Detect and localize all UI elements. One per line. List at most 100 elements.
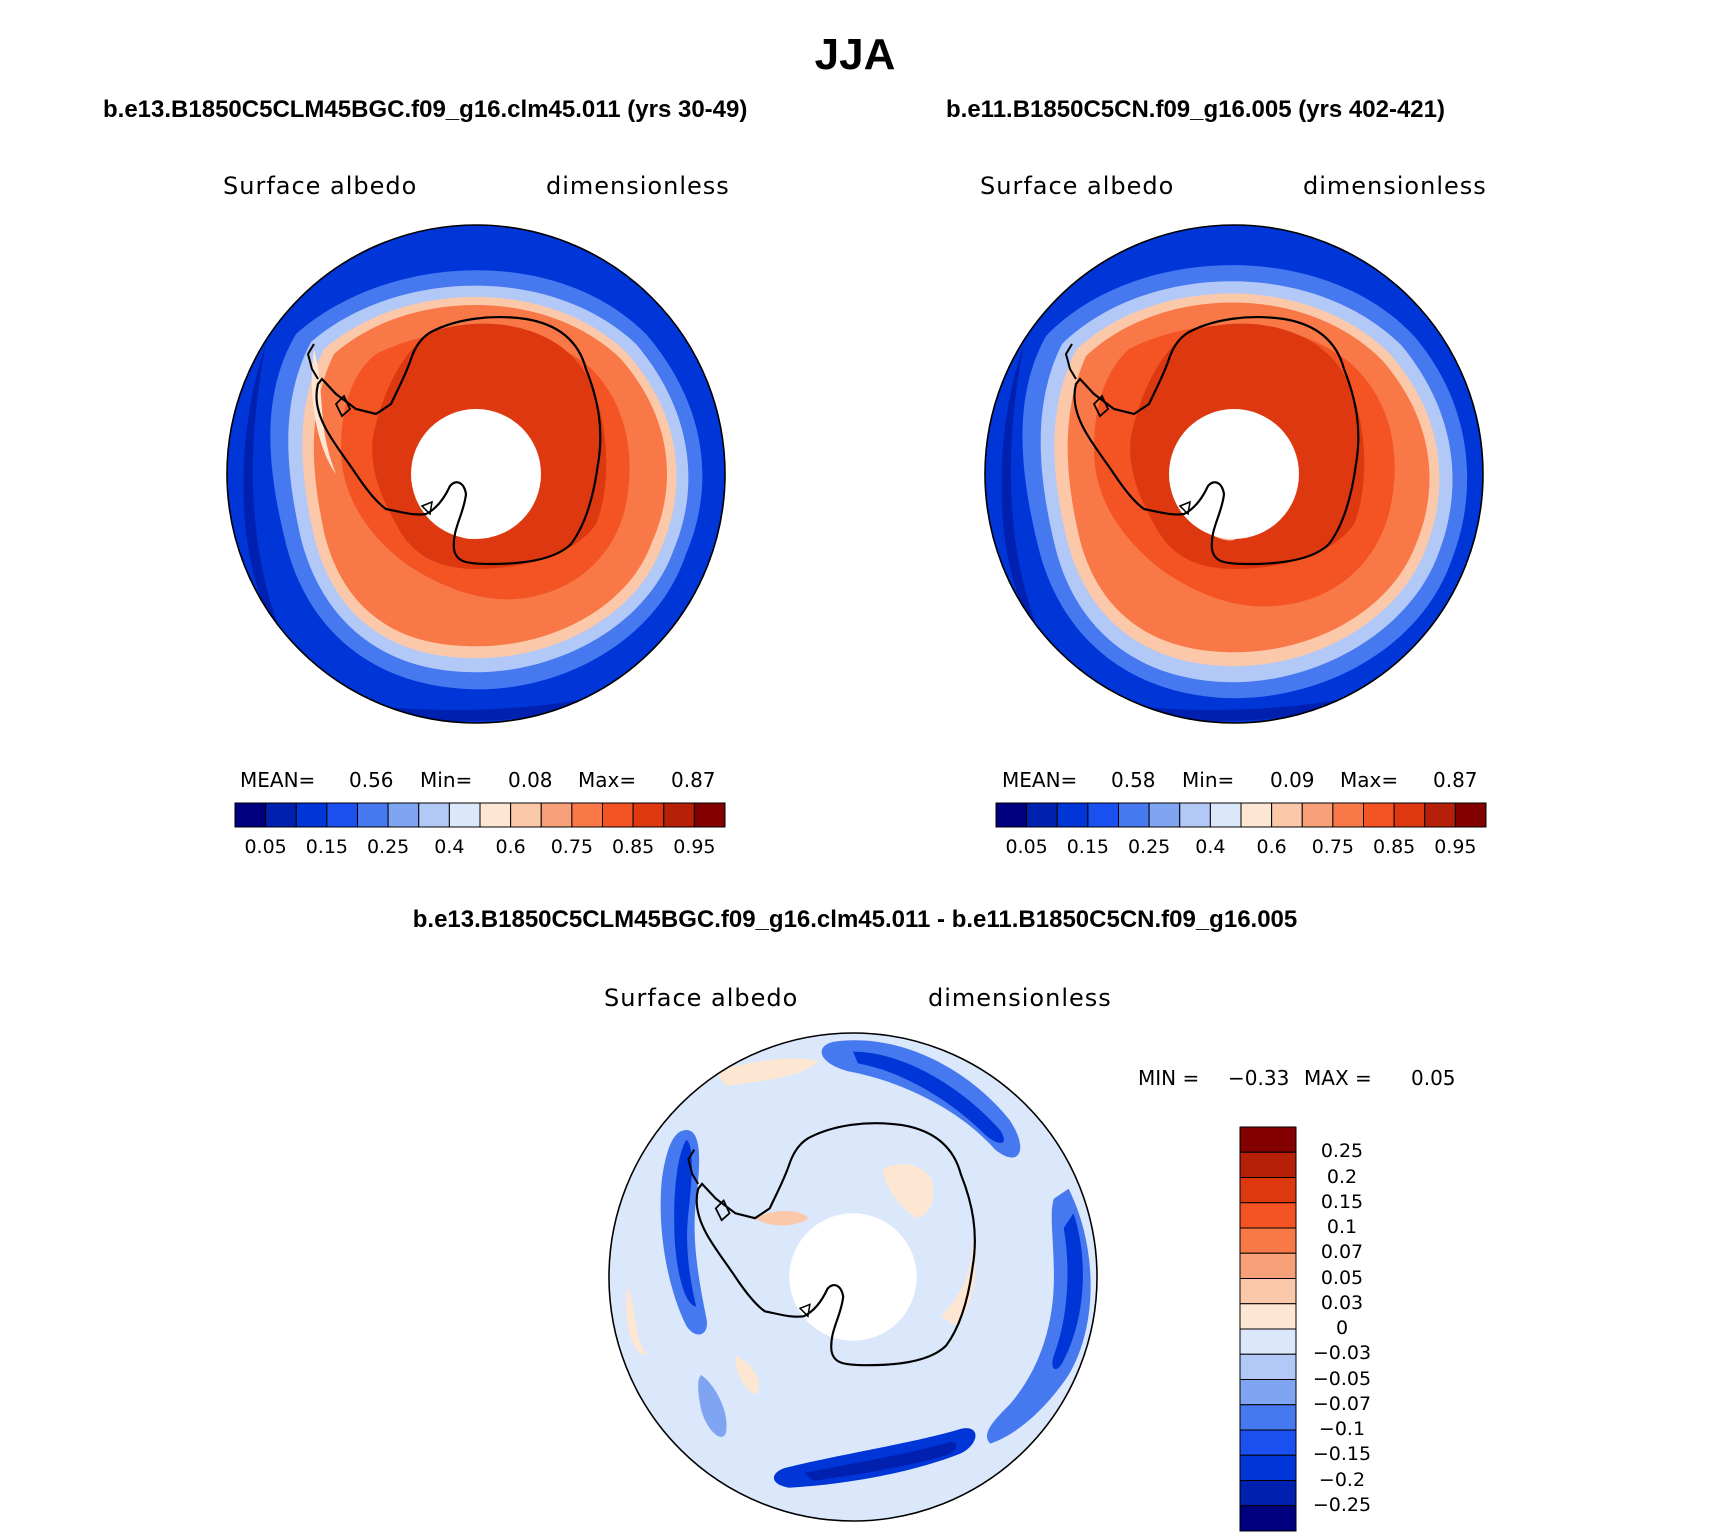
colorbar-swatch: [357, 802, 389, 828]
colorbar-swatch: [571, 802, 603, 828]
colorbar-tick-label: 0.03: [1320, 1291, 1364, 1314]
colorbar-swatch: [602, 802, 634, 828]
colorbar-swatch: [387, 802, 420, 828]
colorbar-swatch: [510, 802, 542, 828]
panel-2-mean-label: MEAN=: [1002, 768, 1078, 792]
panel-2-case-title: b.e11.B1850C5CN.f09_g16.005 (yrs 402-421…: [946, 96, 1445, 123]
difference-case-title: b.e13.B1850C5CLM45BGC.f09_g16.clm45.011 …: [412, 906, 1298, 933]
colorbar-swatch: [1240, 802, 1273, 828]
colorbar-tick-label: 0.75: [1311, 836, 1355, 858]
colorbar-swatch: [234, 802, 267, 828]
panel-1-mean-label: MEAN=: [240, 768, 316, 792]
colorbar-tick-label: −0.2: [1318, 1468, 1366, 1491]
colorbar-tick-label: 0.05: [244, 836, 287, 858]
colorbar-tick-label: 0.05: [1005, 836, 1048, 858]
panel-1-colorbar-labels: 0.05 0.15 0.25 0.4 0.6 0.75 0.85 0.95: [235, 836, 725, 862]
colorbar-swatch: [1239, 1177, 1297, 1204]
colorbar-swatch: [479, 802, 512, 828]
difference-units-label: dimensionless: [928, 984, 1112, 1012]
colorbar-tick-label: 0.05: [1320, 1266, 1364, 1289]
colorbar-swatch: [1239, 1227, 1297, 1254]
colorbar-swatch: [1239, 1252, 1297, 1279]
panel-1-min-label: Min=: [420, 768, 473, 792]
colorbar-tick-label: −0.25: [1312, 1493, 1372, 1516]
colorbar-swatch: [295, 802, 328, 828]
colorbar-tick-label: 0.25: [366, 836, 410, 858]
colorbar-tick-label: 0.85: [611, 836, 655, 858]
panel-1-case-title: b.e13.B1850C5CLM45BGC.f09_g16.clm45.011 …: [103, 96, 748, 123]
panel-2-colorbar-labels: 0.05 0.15 0.25 0.4 0.6 0.75 0.85 0.95: [996, 836, 1486, 862]
panel-1-variable-label: Surface albedo: [223, 172, 418, 200]
colorbar-swatch: [1239, 1353, 1297, 1380]
panel-1-units-label: dimensionless: [546, 172, 730, 200]
colorbar-tick-label: 0.15: [1066, 836, 1110, 858]
panel-2-variable-label: Surface albedo: [980, 172, 1175, 200]
difference-max-label: MAX =: [1304, 1066, 1372, 1090]
difference-colorbar-labels: 0.25 0.2 0.15 0.1 0.07 0.05 0.03 0 −0.03 −0.05 −0.…: [1302, 1127, 1412, 1531]
colorbar-swatch: [1363, 802, 1395, 828]
panel-1-max-value: 0.87: [671, 768, 716, 792]
difference-colorbar: [1239, 1126, 1297, 1532]
colorbar-swatch: [1239, 1278, 1297, 1305]
colorbar-tick-label: 0.4: [434, 836, 465, 858]
colorbar-swatch: [1271, 802, 1303, 828]
panel-2-max-value: 0.87: [1433, 768, 1478, 792]
colorbar-tick-label: 0.07: [1320, 1241, 1364, 1264]
difference-min-label: MIN =: [1138, 1066, 1200, 1090]
colorbar-swatch: [663, 802, 695, 828]
colorbar-swatch: [1148, 802, 1181, 828]
colorbar-tick-label: 0.1: [1326, 1216, 1358, 1238]
panel-1-mean-value: 0.56: [349, 768, 394, 792]
colorbar-swatch: [326, 802, 358, 828]
colorbar-swatch: [693, 802, 726, 828]
colorbar-swatch: [1393, 802, 1426, 828]
colorbar-tick-label: 0.6: [1256, 836, 1287, 858]
colorbar-tick-label: 0.75: [550, 836, 594, 858]
colorbar-tick-label: 0.25: [1320, 1140, 1364, 1163]
panel-2-mean-value: 0.58: [1111, 768, 1156, 792]
difference-polar-map: [608, 1032, 1098, 1522]
panel-2-units-label: dimensionless: [1303, 172, 1487, 200]
colorbar-swatch: [995, 802, 1028, 828]
colorbar-swatch: [1056, 802, 1089, 828]
difference-variable-label: Surface albedo: [604, 984, 799, 1012]
colorbar-swatch: [1087, 802, 1119, 828]
colorbar-swatch: [632, 802, 665, 828]
colorbar-swatch: [265, 802, 297, 828]
colorbar-swatch: [1239, 1429, 1297, 1456]
colorbar-swatch: [1118, 802, 1150, 828]
colorbar-swatch: [1239, 1202, 1297, 1229]
difference-max-value: 0.05: [1411, 1066, 1456, 1090]
panel-1-polar-map: [226, 224, 726, 724]
colorbar-tick-label: −0.07: [1312, 1392, 1372, 1415]
colorbar-tick-label: 0.4: [1195, 836, 1226, 858]
panel-1-max-label: Max=: [578, 768, 637, 792]
colorbar-tick-label: −0.15: [1312, 1443, 1372, 1466]
colorbar-swatch: [1209, 802, 1242, 828]
colorbar-swatch: [1239, 1480, 1297, 1507]
colorbar-tick-label: 0.6: [495, 836, 526, 858]
difference-min-value: −0.33: [1228, 1066, 1290, 1090]
panel-2-max-label: Max=: [1340, 768, 1399, 792]
colorbar-tick-label: −0.1: [1318, 1418, 1366, 1440]
colorbar-swatch: [1239, 1379, 1297, 1406]
colorbar-tick-label: 0.15: [1320, 1190, 1364, 1213]
colorbar-swatch: [1239, 1126, 1297, 1153]
colorbar-tick-label: −0.03: [1312, 1342, 1372, 1365]
colorbar-swatch: [1239, 1505, 1297, 1532]
colorbar-tick-label: 0.95: [1434, 836, 1477, 858]
colorbar-swatch: [1026, 802, 1058, 828]
colorbar-tick-label: 0.25: [1127, 836, 1171, 858]
panel-2-min-value: 0.09: [1270, 768, 1315, 792]
colorbar-tick-label: 0.2: [1326, 1165, 1358, 1188]
colorbar-swatch: [1239, 1404, 1297, 1431]
colorbar-swatch: [1239, 1151, 1297, 1178]
colorbar-tick-label: 0.95: [673, 836, 716, 858]
panel-2-min-label: Min=: [1182, 768, 1235, 792]
panel-1-colorbar: [234, 802, 726, 828]
colorbar-swatch: [1239, 1328, 1297, 1355]
colorbar-swatch: [540, 802, 573, 828]
figure-title: JJA: [814, 30, 896, 79]
colorbar-swatch: [1301, 802, 1334, 828]
colorbar-tick-label: −0.05: [1312, 1367, 1372, 1390]
